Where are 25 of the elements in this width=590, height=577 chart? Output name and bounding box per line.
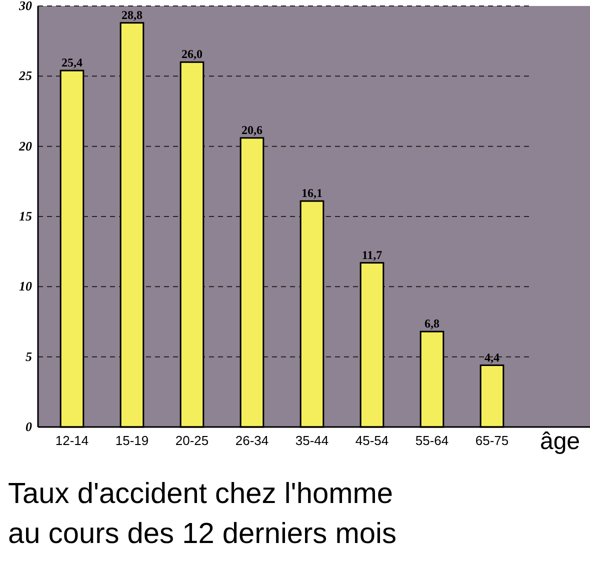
x-axis-title: âge	[540, 428, 580, 455]
x-tick-label: 26-34	[235, 433, 269, 448]
x-tick-label: 45-54	[355, 433, 389, 448]
x-tick-label: 20-25	[175, 433, 209, 448]
y-tick-label: 0	[26, 419, 32, 434]
x-tick-label: 15-19	[115, 433, 149, 448]
y-tick-label: 15	[19, 208, 32, 224]
x-tick-label: 55-64	[415, 433, 449, 448]
data-label: 11,7	[362, 248, 382, 262]
data-label: 4,4	[484, 350, 500, 364]
data-label: 25,4	[62, 56, 82, 70]
y-tick-label: 10	[19, 278, 32, 294]
data-label: 20,6	[242, 122, 262, 137]
x-tick-label: 12-14	[55, 433, 89, 448]
data-label: 26,0	[182, 47, 202, 62]
data-label: 28,8	[122, 8, 142, 22]
data-label: 16,1	[302, 186, 322, 200]
y-tick-label: 25	[18, 68, 32, 84]
x-tick-label: 65-75	[475, 433, 509, 448]
data-label: 6,8	[424, 316, 440, 331]
y-tick-label: 30	[18, 0, 32, 13]
x-tick-label: 35-44	[295, 433, 329, 448]
text: Taux d'accident chez l'homme au cours des 12 derniers mois	[8, 478, 396, 550]
y-tick-label: 20	[18, 138, 32, 154]
y-tick-label: 5	[26, 348, 32, 364]
